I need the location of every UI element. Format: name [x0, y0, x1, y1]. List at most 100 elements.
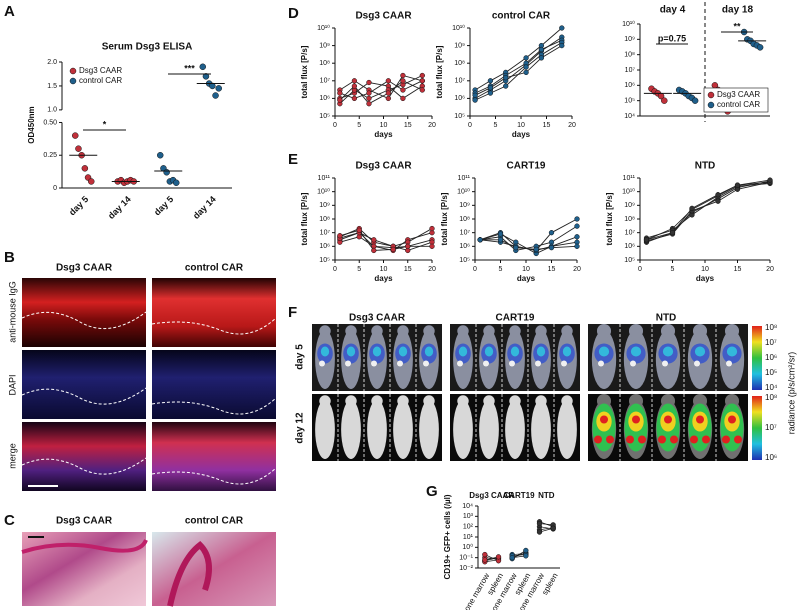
- epidermis: [21, 539, 148, 554]
- data-point: [756, 44, 764, 51]
- column-title: Dsg3 CAAR: [349, 313, 406, 324]
- data-point: [509, 555, 515, 561]
- colorbar: [752, 326, 762, 390]
- colorbar-label: 10⁷: [765, 338, 777, 347]
- mouse: [419, 400, 439, 459]
- signal: [702, 435, 710, 444]
- data-point: [513, 245, 519, 251]
- signal: [694, 360, 700, 367]
- mouse-head: [660, 393, 676, 409]
- series-line: [646, 180, 771, 243]
- data-point: [497, 231, 504, 237]
- signal: [630, 360, 636, 367]
- blister: [167, 541, 212, 607]
- series-line: [480, 239, 578, 250]
- data-point: [497, 237, 504, 243]
- data-point: [419, 78, 425, 84]
- signal: [606, 435, 614, 444]
- data-point: [400, 95, 406, 102]
- data-point: [643, 237, 650, 243]
- series-line: [339, 75, 423, 105]
- colorbar-title: radiance (p/s/cm²/sr): [786, 352, 796, 435]
- x-tick-label: 0: [638, 266, 642, 273]
- panel-label: D: [288, 5, 299, 22]
- colorbar-label: 10⁸: [765, 393, 777, 402]
- mouse-head: [596, 393, 612, 409]
- y-tick-label: 10⁷: [320, 230, 331, 237]
- boundary: [151, 467, 277, 485]
- y-tick-label: 10⁻²: [459, 565, 473, 572]
- legend-box: [703, 87, 769, 113]
- signal: [345, 360, 351, 367]
- mouse-head: [345, 325, 357, 337]
- annotation: p=0.75: [658, 33, 686, 43]
- data-point: [689, 205, 695, 212]
- x-tick-label: day 14: [191, 194, 218, 221]
- signal: [372, 346, 382, 357]
- data-point: [419, 72, 425, 79]
- x-tick-label: 20: [766, 266, 774, 273]
- y-tick-label: 10⁸: [624, 52, 635, 59]
- group-label: CART19: [503, 491, 535, 500]
- y-tick-label: 10⁰: [462, 543, 473, 551]
- data-point: [523, 69, 529, 76]
- y-tick-label: 10⁵: [454, 113, 465, 120]
- signal: [536, 346, 546, 357]
- x-tick-label: 0: [333, 266, 337, 273]
- category-label: day 18: [722, 5, 754, 16]
- mouse-head: [561, 325, 573, 337]
- data-point: [400, 87, 406, 93]
- y-tick-label: 1.0: [47, 107, 57, 114]
- legend-label: control CAR: [79, 76, 122, 85]
- y-tick-label: 10⁵: [624, 257, 635, 264]
- data-point: [477, 237, 483, 243]
- annotation: ***: [184, 63, 195, 73]
- signal: [423, 360, 429, 367]
- chart-title: Serum Dsg3 ELISA: [102, 42, 193, 53]
- colorbar-label: 10⁸: [765, 323, 777, 332]
- colorbar: [752, 396, 762, 460]
- x-tick-label: 10: [380, 122, 388, 129]
- y-tick-label: 10⁴: [624, 113, 635, 120]
- data-point: [75, 145, 82, 152]
- y-axis-label: total flux [P/s]: [435, 45, 444, 98]
- y-tick-label: 10¹: [463, 534, 474, 541]
- signal: [398, 346, 408, 357]
- mouse: [453, 400, 473, 459]
- x-axis-label: days: [696, 274, 715, 283]
- data-point: [538, 55, 545, 61]
- category-label: day 4: [660, 5, 686, 16]
- data-point: [523, 553, 529, 559]
- mouse-head: [535, 395, 547, 407]
- signal: [734, 435, 742, 444]
- x-tick-label: 20: [568, 122, 576, 129]
- signal: [510, 346, 520, 357]
- data-point: [72, 132, 79, 139]
- x-axis-label: days: [374, 274, 393, 283]
- mouse-head: [483, 395, 495, 407]
- series-line: [474, 36, 563, 99]
- x-axis-label: days: [512, 130, 531, 139]
- signal: [726, 346, 738, 357]
- mouse-head: [628, 393, 644, 409]
- mouse-head: [692, 323, 708, 339]
- mouse-head: [596, 323, 612, 339]
- legend-swatch: [707, 91, 715, 99]
- column-title: CART19: [496, 313, 535, 324]
- boundary: [21, 311, 147, 329]
- signal: [726, 360, 732, 367]
- data-point: [429, 225, 435, 232]
- series-line: [646, 182, 771, 239]
- y-tick-label: 10⁹: [319, 42, 330, 49]
- mouse-head: [483, 325, 495, 337]
- y-tick-label: 10¹¹: [458, 175, 471, 182]
- colorbar-label: 10⁶: [765, 453, 777, 462]
- legend-swatch: [69, 67, 77, 75]
- data-point: [669, 230, 676, 236]
- signal: [483, 360, 489, 367]
- mouse-head: [509, 325, 521, 337]
- data-point: [366, 90, 372, 96]
- series-line: [479, 218, 578, 251]
- y-axis-label: OD450nm: [27, 106, 36, 143]
- data-point: [559, 25, 565, 31]
